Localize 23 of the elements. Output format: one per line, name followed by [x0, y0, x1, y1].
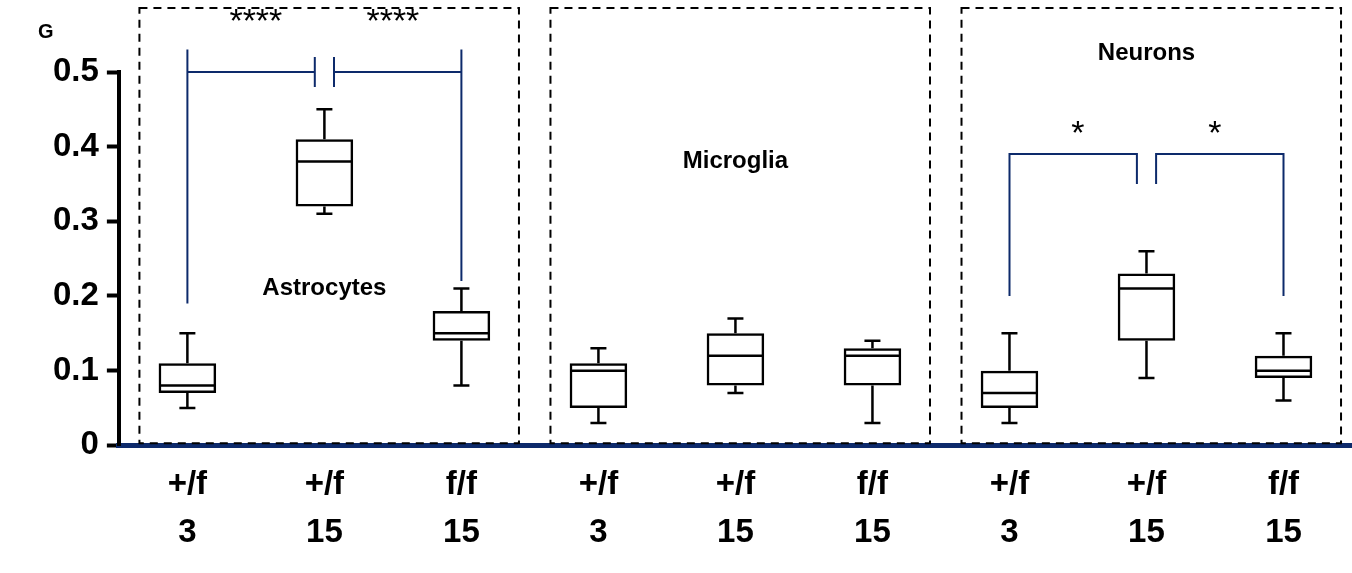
x-tick-label: +/f 3 — [167, 464, 209, 550]
x-tick-label: +/f 3 — [578, 464, 620, 550]
text: Neurons — [1097, 37, 1196, 65]
x-tick-label: +/f 15 — [715, 464, 757, 550]
chart-title: G — [38, 20, 54, 43]
x-tick-label: f/f 15 — [443, 464, 480, 550]
annotation: Astrocytes — [262, 272, 387, 300]
y-tick-label: 0.3 — [53, 200, 99, 238]
text: **** — [366, 1, 420, 40]
y-tick-label: 0 — [80, 424, 99, 462]
x-tick-label: f/f 15 — [1265, 464, 1302, 550]
annotation: Microglia — [682, 145, 789, 173]
text: **** — [229, 1, 283, 40]
y-tick-label: 0.1 — [53, 349, 99, 387]
x-tick-label: f/f 15 — [854, 464, 891, 550]
x-tick-label: +/f 3 — [989, 464, 1031, 550]
y-tick-label: 0.4 — [53, 125, 100, 163]
y-tick-label: 0.5 — [53, 51, 99, 89]
x-tick-label: +/f 15 — [1126, 464, 1168, 550]
x-tick-label: +/f 15 — [304, 464, 346, 550]
annotation: * — [1071, 113, 1085, 152]
annotation: * — [1208, 113, 1222, 152]
y-tick-label: 0.2 — [53, 275, 99, 313]
